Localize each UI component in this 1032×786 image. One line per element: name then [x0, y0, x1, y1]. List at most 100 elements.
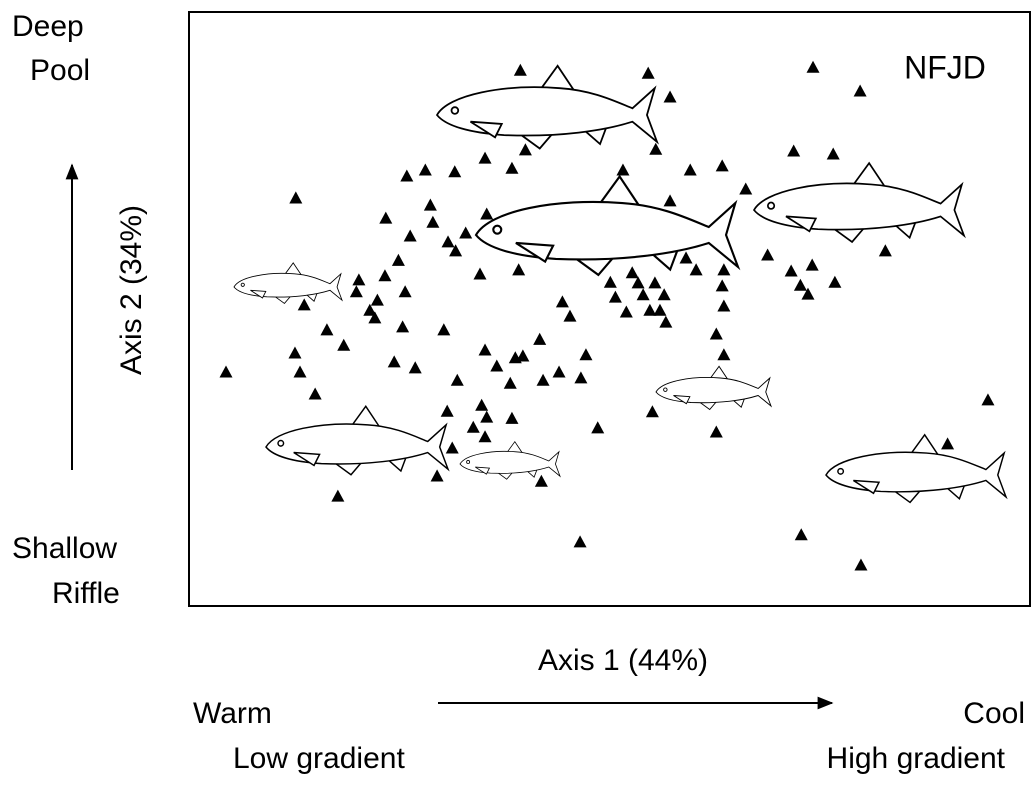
point [709, 327, 723, 340]
point [826, 147, 840, 160]
fish-body [752, 181, 966, 239]
fish [474, 174, 741, 277]
point [591, 421, 605, 434]
point [445, 441, 459, 454]
point [641, 66, 655, 79]
point [475, 398, 489, 411]
annotation: NFJD [904, 49, 986, 85]
point [400, 169, 414, 182]
point [717, 299, 731, 312]
point [715, 279, 729, 292]
point [379, 211, 393, 224]
fish-fin [673, 395, 691, 405]
point [430, 469, 444, 482]
point [512, 263, 526, 276]
point [573, 535, 587, 548]
x-low-label: Low gradient [233, 742, 405, 775]
point [801, 287, 815, 300]
fish [265, 405, 450, 476]
point [398, 285, 412, 298]
x-high-label: Cool [963, 697, 1025, 730]
fish-eye [767, 201, 776, 210]
fish-body [655, 376, 773, 408]
point [631, 276, 645, 289]
point [288, 346, 302, 359]
point [941, 437, 955, 450]
point [739, 182, 753, 195]
point [555, 295, 569, 308]
point [219, 365, 233, 378]
point [579, 348, 593, 361]
point [320, 323, 334, 336]
fish-eye [837, 467, 845, 475]
point [387, 355, 401, 368]
y-axis-label: Axis 2 (34%) [115, 205, 148, 375]
plot-frame [188, 11, 1031, 607]
fish-body [435, 85, 660, 145]
point [480, 410, 494, 423]
point [636, 288, 650, 301]
point [794, 528, 808, 541]
point [490, 359, 504, 372]
point [659, 315, 673, 328]
y-low-label: Shallow [12, 532, 117, 565]
point [440, 404, 454, 417]
point [784, 264, 798, 277]
point [805, 258, 819, 271]
point [854, 558, 868, 571]
point [663, 194, 677, 207]
point [378, 269, 392, 282]
point [289, 191, 303, 204]
point [709, 425, 723, 438]
point [478, 151, 492, 164]
point [518, 143, 532, 156]
point [503, 376, 517, 389]
point [466, 420, 480, 433]
point [297, 298, 311, 311]
fish-fin [475, 466, 491, 475]
point [806, 60, 820, 73]
fish [233, 262, 343, 305]
point [625, 266, 639, 279]
point [450, 373, 464, 386]
x-low-label: Warm [193, 697, 272, 730]
point [368, 311, 382, 324]
point [616, 163, 630, 176]
point [441, 235, 455, 248]
fish-eye [450, 106, 460, 115]
point [513, 63, 527, 76]
point [657, 288, 671, 301]
point [408, 361, 422, 374]
point [563, 309, 577, 322]
point [423, 198, 437, 211]
point [403, 229, 417, 242]
point [663, 90, 677, 103]
point [337, 338, 351, 351]
fish-eye [492, 224, 503, 235]
point [552, 365, 566, 378]
point [534, 474, 548, 487]
fish-eye [466, 460, 471, 464]
point [533, 332, 547, 345]
point [717, 263, 731, 276]
point [828, 275, 842, 288]
fish-fin [293, 451, 321, 467]
point [761, 248, 775, 261]
fish-fin [470, 120, 504, 139]
point [480, 207, 494, 220]
point [715, 159, 729, 172]
point [352, 273, 366, 286]
y-high-label: Pool [30, 54, 90, 87]
point [649, 142, 663, 155]
point [478, 343, 492, 356]
point [878, 244, 892, 257]
fish-eye [663, 387, 668, 392]
y-high-label: Deep [12, 10, 84, 43]
fish-body [474, 199, 741, 271]
point [448, 165, 462, 178]
point [478, 430, 492, 443]
point [608, 290, 622, 303]
point [793, 278, 807, 291]
point [370, 293, 384, 306]
